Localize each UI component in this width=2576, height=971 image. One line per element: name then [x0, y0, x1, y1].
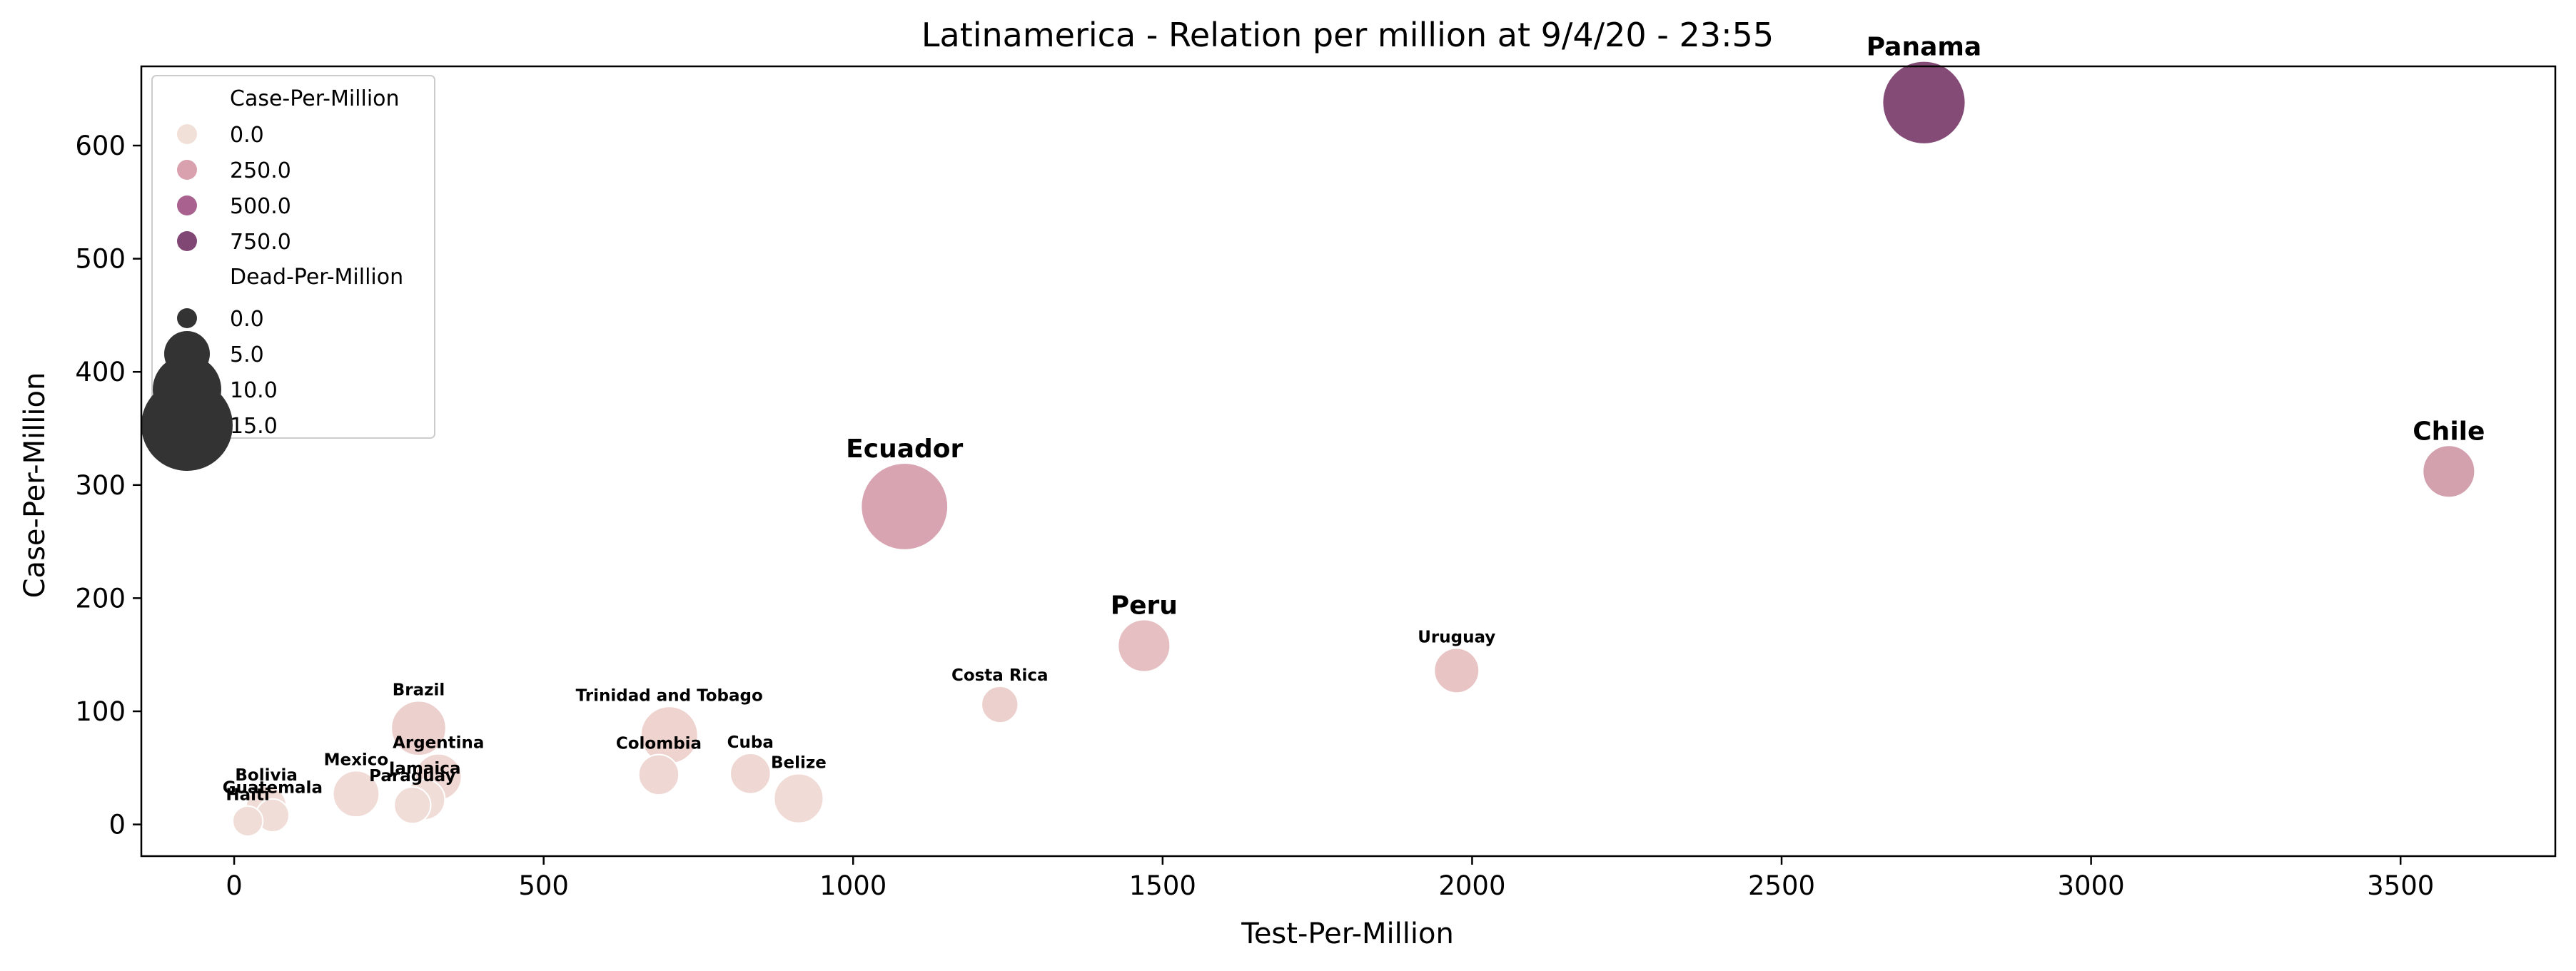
- point-label: Haiti: [226, 786, 270, 805]
- point-label: Brazil: [393, 681, 445, 699]
- legend-hue-label: 750.0: [230, 230, 291, 255]
- data-point: [232, 805, 264, 837]
- legend-hue-swatch: [177, 195, 197, 215]
- data-point: [860, 462, 949, 551]
- legend-hue-swatch: [177, 160, 197, 180]
- y-tick-label: 600: [75, 131, 126, 161]
- y-tick-label: 100: [75, 696, 126, 727]
- point-label: Belize: [771, 754, 827, 773]
- legend-hue-label: 500.0: [230, 194, 291, 219]
- y-axis-label: Case-Per-Million: [19, 372, 51, 599]
- legend-hue-swatch: [177, 124, 197, 144]
- point-label: Mexico: [324, 751, 389, 769]
- point-label: Costa Rica: [951, 666, 1049, 685]
- y-tick-label: 400: [75, 357, 126, 387]
- y-axis: 0 100 200 300 400 500 600: [75, 131, 141, 840]
- legend-size-label: 5.0: [230, 342, 264, 367]
- legend-size-label: 15.0: [230, 414, 278, 439]
- y-tick-label: 300: [75, 470, 126, 501]
- point-label: Guatemala: [223, 779, 323, 798]
- x-tick-label: 2500: [1748, 870, 1815, 901]
- data-point: [1882, 60, 1966, 145]
- y-tick-label: 200: [75, 583, 126, 614]
- legend-box: [151, 75, 435, 439]
- point-label: Chile: [2413, 417, 2485, 446]
- legend-size-label: 10.0: [230, 378, 278, 403]
- point-label: Paraguay: [369, 767, 455, 786]
- legend-hue-label: 250.0: [230, 158, 291, 183]
- legend-size-title: Dead-Per-Million: [230, 265, 403, 290]
- y-tick-label: 0: [108, 810, 126, 840]
- point-label: Peru: [1111, 591, 1178, 620]
- x-tick-label: 0: [226, 870, 243, 901]
- data-point: [1117, 619, 1171, 673]
- point-label: Argentina: [393, 734, 484, 753]
- x-tick-label: 3500: [2367, 870, 2434, 901]
- data-point: [332, 770, 380, 818]
- data-point: [393, 786, 432, 825]
- point-label: Panama: [1867, 33, 1981, 62]
- legend-size-swatch: [141, 380, 233, 471]
- data-point: [729, 752, 772, 795]
- legend-hue-swatch: [177, 231, 197, 251]
- legend-hue-label: 0.0: [230, 123, 264, 148]
- x-tick-label: 3000: [2058, 870, 2125, 901]
- legend-size-swatch: [177, 308, 197, 328]
- x-axis: 0 500 1000 1500 2000 2500 3000 3500: [226, 856, 2434, 901]
- point-label: Jamaica: [388, 759, 461, 778]
- legend-hue-title: Case-Per-Million: [230, 86, 400, 111]
- point-label: Uruguay: [1418, 628, 1495, 646]
- x-tick-label: 2000: [1438, 870, 1505, 901]
- data-point: [1433, 647, 1480, 694]
- x-axis-label: Test-Per-Million: [1241, 917, 1454, 950]
- data-point: [981, 685, 1019, 724]
- point-label: Trinidad and Tobago: [576, 686, 763, 705]
- data-point: [2422, 444, 2476, 499]
- chart-title: Latinamerica - Relation per million at 9…: [921, 16, 1774, 54]
- point-label: Ecuador: [846, 434, 963, 464]
- axes-frame: [140, 65, 2557, 858]
- x-tick-label: 1500: [1129, 870, 1196, 901]
- data-point: [773, 773, 824, 824]
- point-label: Bolivia: [235, 766, 298, 785]
- y-tick-label: 500: [75, 244, 126, 275]
- point-label: Colombia: [616, 735, 702, 753]
- data-point: [390, 700, 447, 757]
- plot-area: Panama Chile Ecuador Peru Uruguay Costa Rica B…: [223, 33, 2485, 837]
- x-tick-label: 1000: [819, 870, 887, 901]
- data-point: [637, 753, 680, 796]
- point-label: Cuba: [727, 733, 774, 752]
- legend: Case-Per-Million 0.0 250.0 500.0 750.0 Dead-P…: [141, 75, 435, 471]
- x-tick-label: 500: [518, 870, 569, 901]
- legend-size-label: 0.0: [230, 307, 264, 332]
